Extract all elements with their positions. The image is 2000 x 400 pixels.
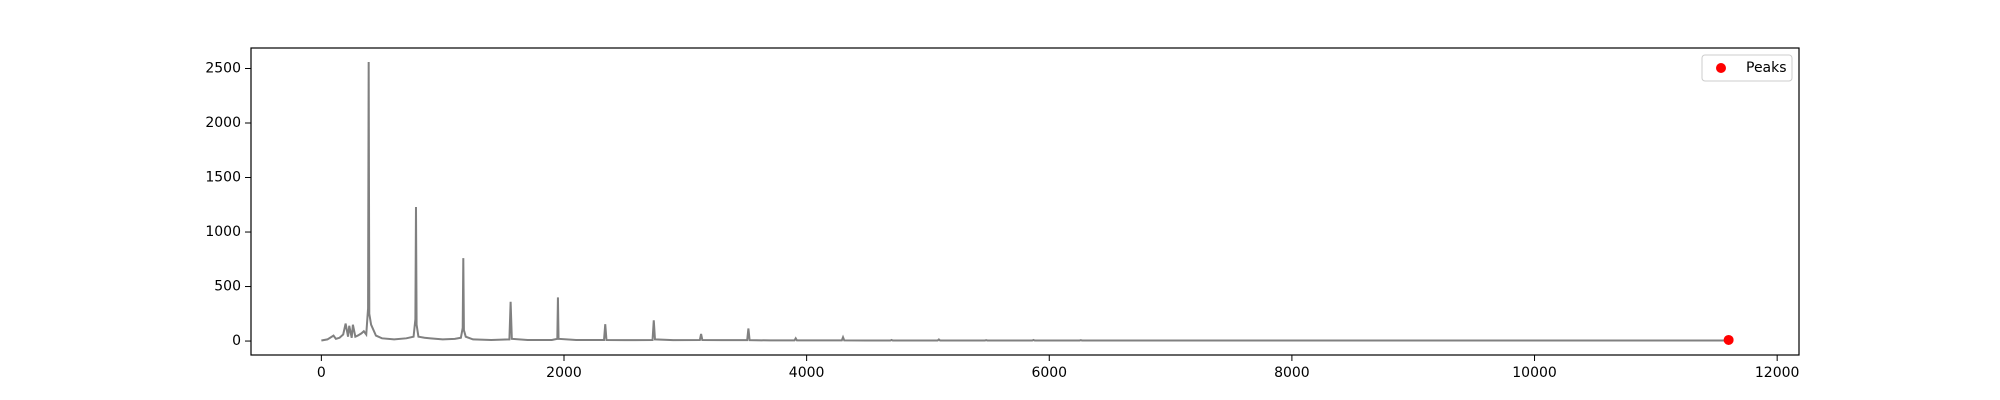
x-tick-label: 2000 <box>546 365 582 381</box>
y-tick-label: 500 <box>214 279 241 295</box>
spectrum-line <box>321 61 1729 342</box>
x-tick-label: 4000 <box>789 365 825 381</box>
x-tick-label: 0 <box>317 365 326 381</box>
legend-box <box>1701 54 1793 82</box>
y-tick-label: 0 <box>232 333 241 349</box>
plot-frame <box>250 47 1800 356</box>
y-tick-label: 2500 <box>205 60 241 76</box>
y-tick-label: 2000 <box>205 115 241 131</box>
y-tick-label: 1000 <box>205 224 241 240</box>
x-tick-label: 12000 <box>1755 365 1800 381</box>
peak-marker <box>1723 334 1734 345</box>
legend-marker <box>1716 63 1726 73</box>
x-tick-label: 10000 <box>1512 365 1557 381</box>
y-tick-label: 1500 <box>205 170 241 186</box>
x-tick-label: 6000 <box>1031 365 1067 381</box>
x-tick-label: 8000 <box>1274 365 1310 381</box>
legend-label: Peaks <box>1746 60 1787 76</box>
